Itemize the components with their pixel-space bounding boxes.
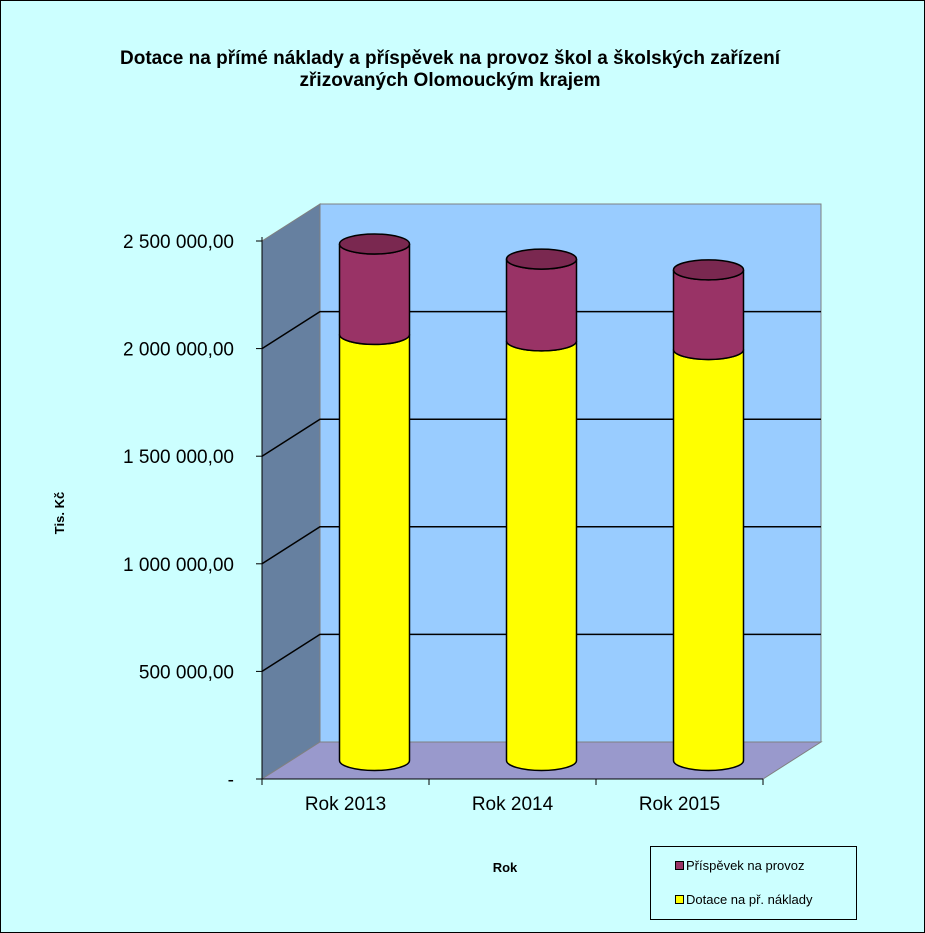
gridline	[261, 526, 821, 565]
bar-top-cap	[505, 248, 578, 270]
y-tick-label: -	[228, 770, 234, 791]
legend-entry-prispevek: Příspěvek na provoz	[675, 857, 805, 873]
legend-swatch-dotace	[675, 894, 684, 904]
x-tick-label: Rok 2014	[472, 794, 554, 815]
bar-segment	[505, 340, 578, 772]
bar-segment	[505, 258, 578, 352]
y-tick-label: 500 000,00	[139, 662, 234, 683]
x-axis-label: Rok	[493, 860, 518, 875]
legend-swatch-prispevek	[675, 860, 684, 870]
legend-label-prispevek: Příspěvek na provoz	[686, 857, 805, 873]
y-tick-label: 2 000 000,00	[123, 340, 234, 361]
bar-segment	[338, 243, 411, 346]
gridline	[261, 633, 821, 673]
gridline	[261, 418, 821, 457]
axes	[256, 237, 764, 785]
y-tick-label: 2 500 000,00	[123, 232, 234, 253]
bar-top-cap	[338, 233, 411, 255]
y-axis-label: Tis. Kč	[52, 492, 67, 534]
side-wall	[261, 203, 321, 780]
legend-entry-dotace: Dotace na př. náklady	[675, 891, 812, 907]
legend: Příspěvek na provoz Dotace na př. náklad…	[650, 846, 857, 920]
bar-segment	[672, 269, 745, 361]
legend-label-dotace: Dotace na př. náklady	[686, 891, 813, 907]
y-tick-label: 1 000 000,00	[123, 555, 234, 576]
x-tick-label: Rok 2015	[639, 794, 720, 815]
chart-title: Dotace na přímé náklady a příspěvek na p…	[120, 48, 780, 91]
bar-segment	[672, 349, 745, 772]
x-tick-label: Rok 2013	[305, 794, 386, 815]
gridline	[261, 310, 821, 350]
gridlines	[261, 310, 821, 673]
bars	[338, 233, 745, 772]
y-tick-label: 1 500 000,00	[123, 447, 234, 468]
tick-labels: - 500 000,00 1 000 000,00 1 500 000,00 2 000…	[123, 232, 720, 815]
bar-segment	[338, 334, 411, 772]
bar-top-cap	[672, 259, 745, 281]
